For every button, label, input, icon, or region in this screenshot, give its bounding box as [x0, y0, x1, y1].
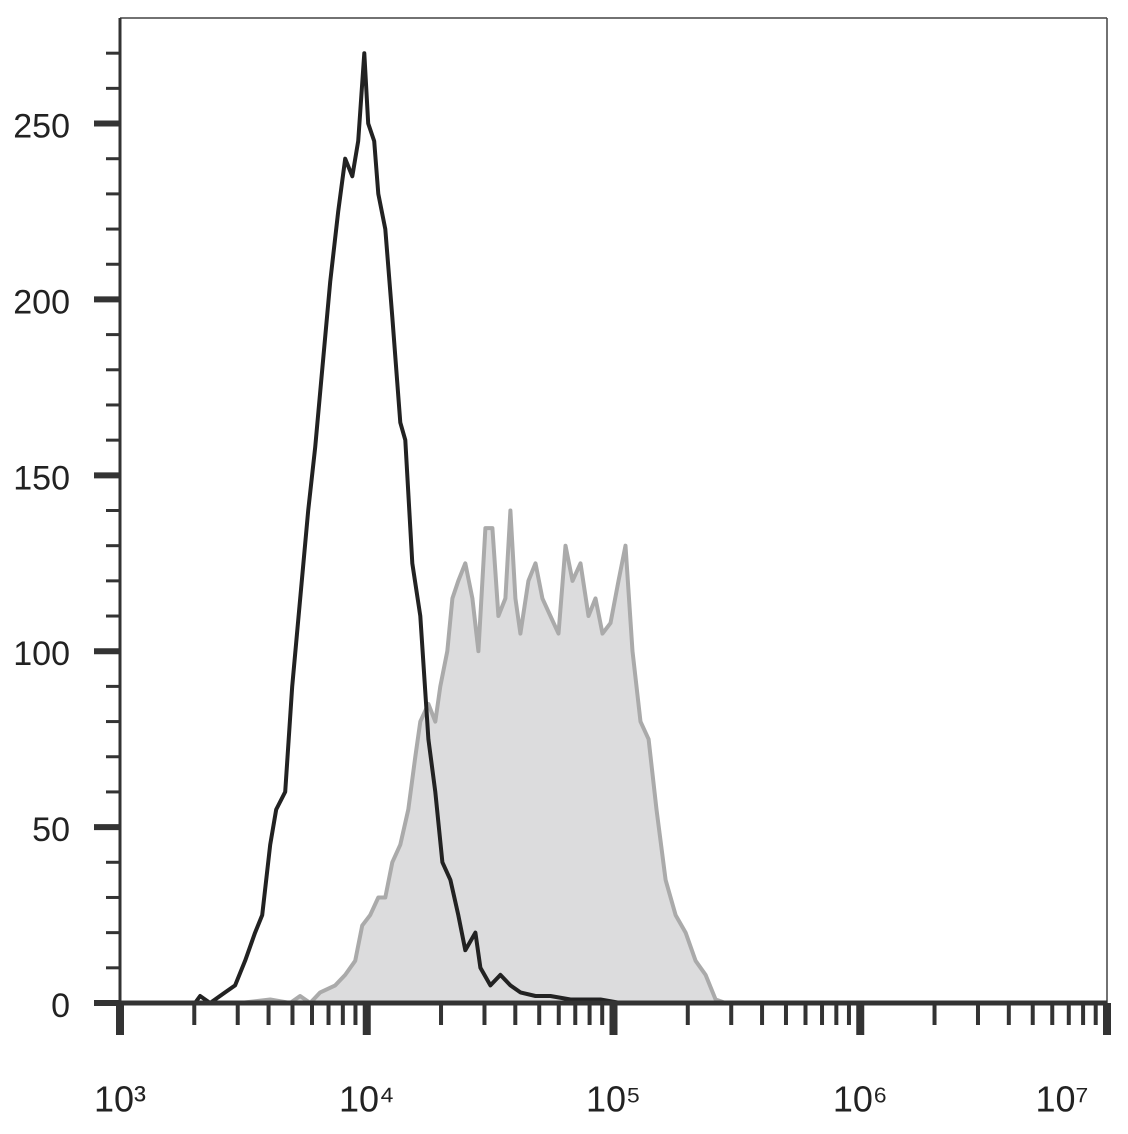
x-tick-label: 10⁵: [586, 1079, 641, 1120]
y-tick-label: 250: [13, 108, 70, 146]
y-tick-label: 200: [13, 283, 70, 321]
histogram-line: [120, 51, 1107, 1005]
y-tick-label: 100: [13, 635, 70, 673]
y-tick-label: 0: [51, 987, 70, 1025]
x-tick-label: 10³: [94, 1079, 146, 1120]
x-tick-label: 10⁶: [833, 1079, 888, 1120]
y-tick-label: 150: [13, 459, 70, 497]
histogram-area: [120, 510, 1107, 1003]
y-tick-label: 50: [32, 811, 70, 849]
x-tick-label: 10⁷: [1035, 1079, 1088, 1120]
histogram-line: [120, 508, 1107, 1005]
x-tick-label: 10⁴: [339, 1079, 395, 1120]
